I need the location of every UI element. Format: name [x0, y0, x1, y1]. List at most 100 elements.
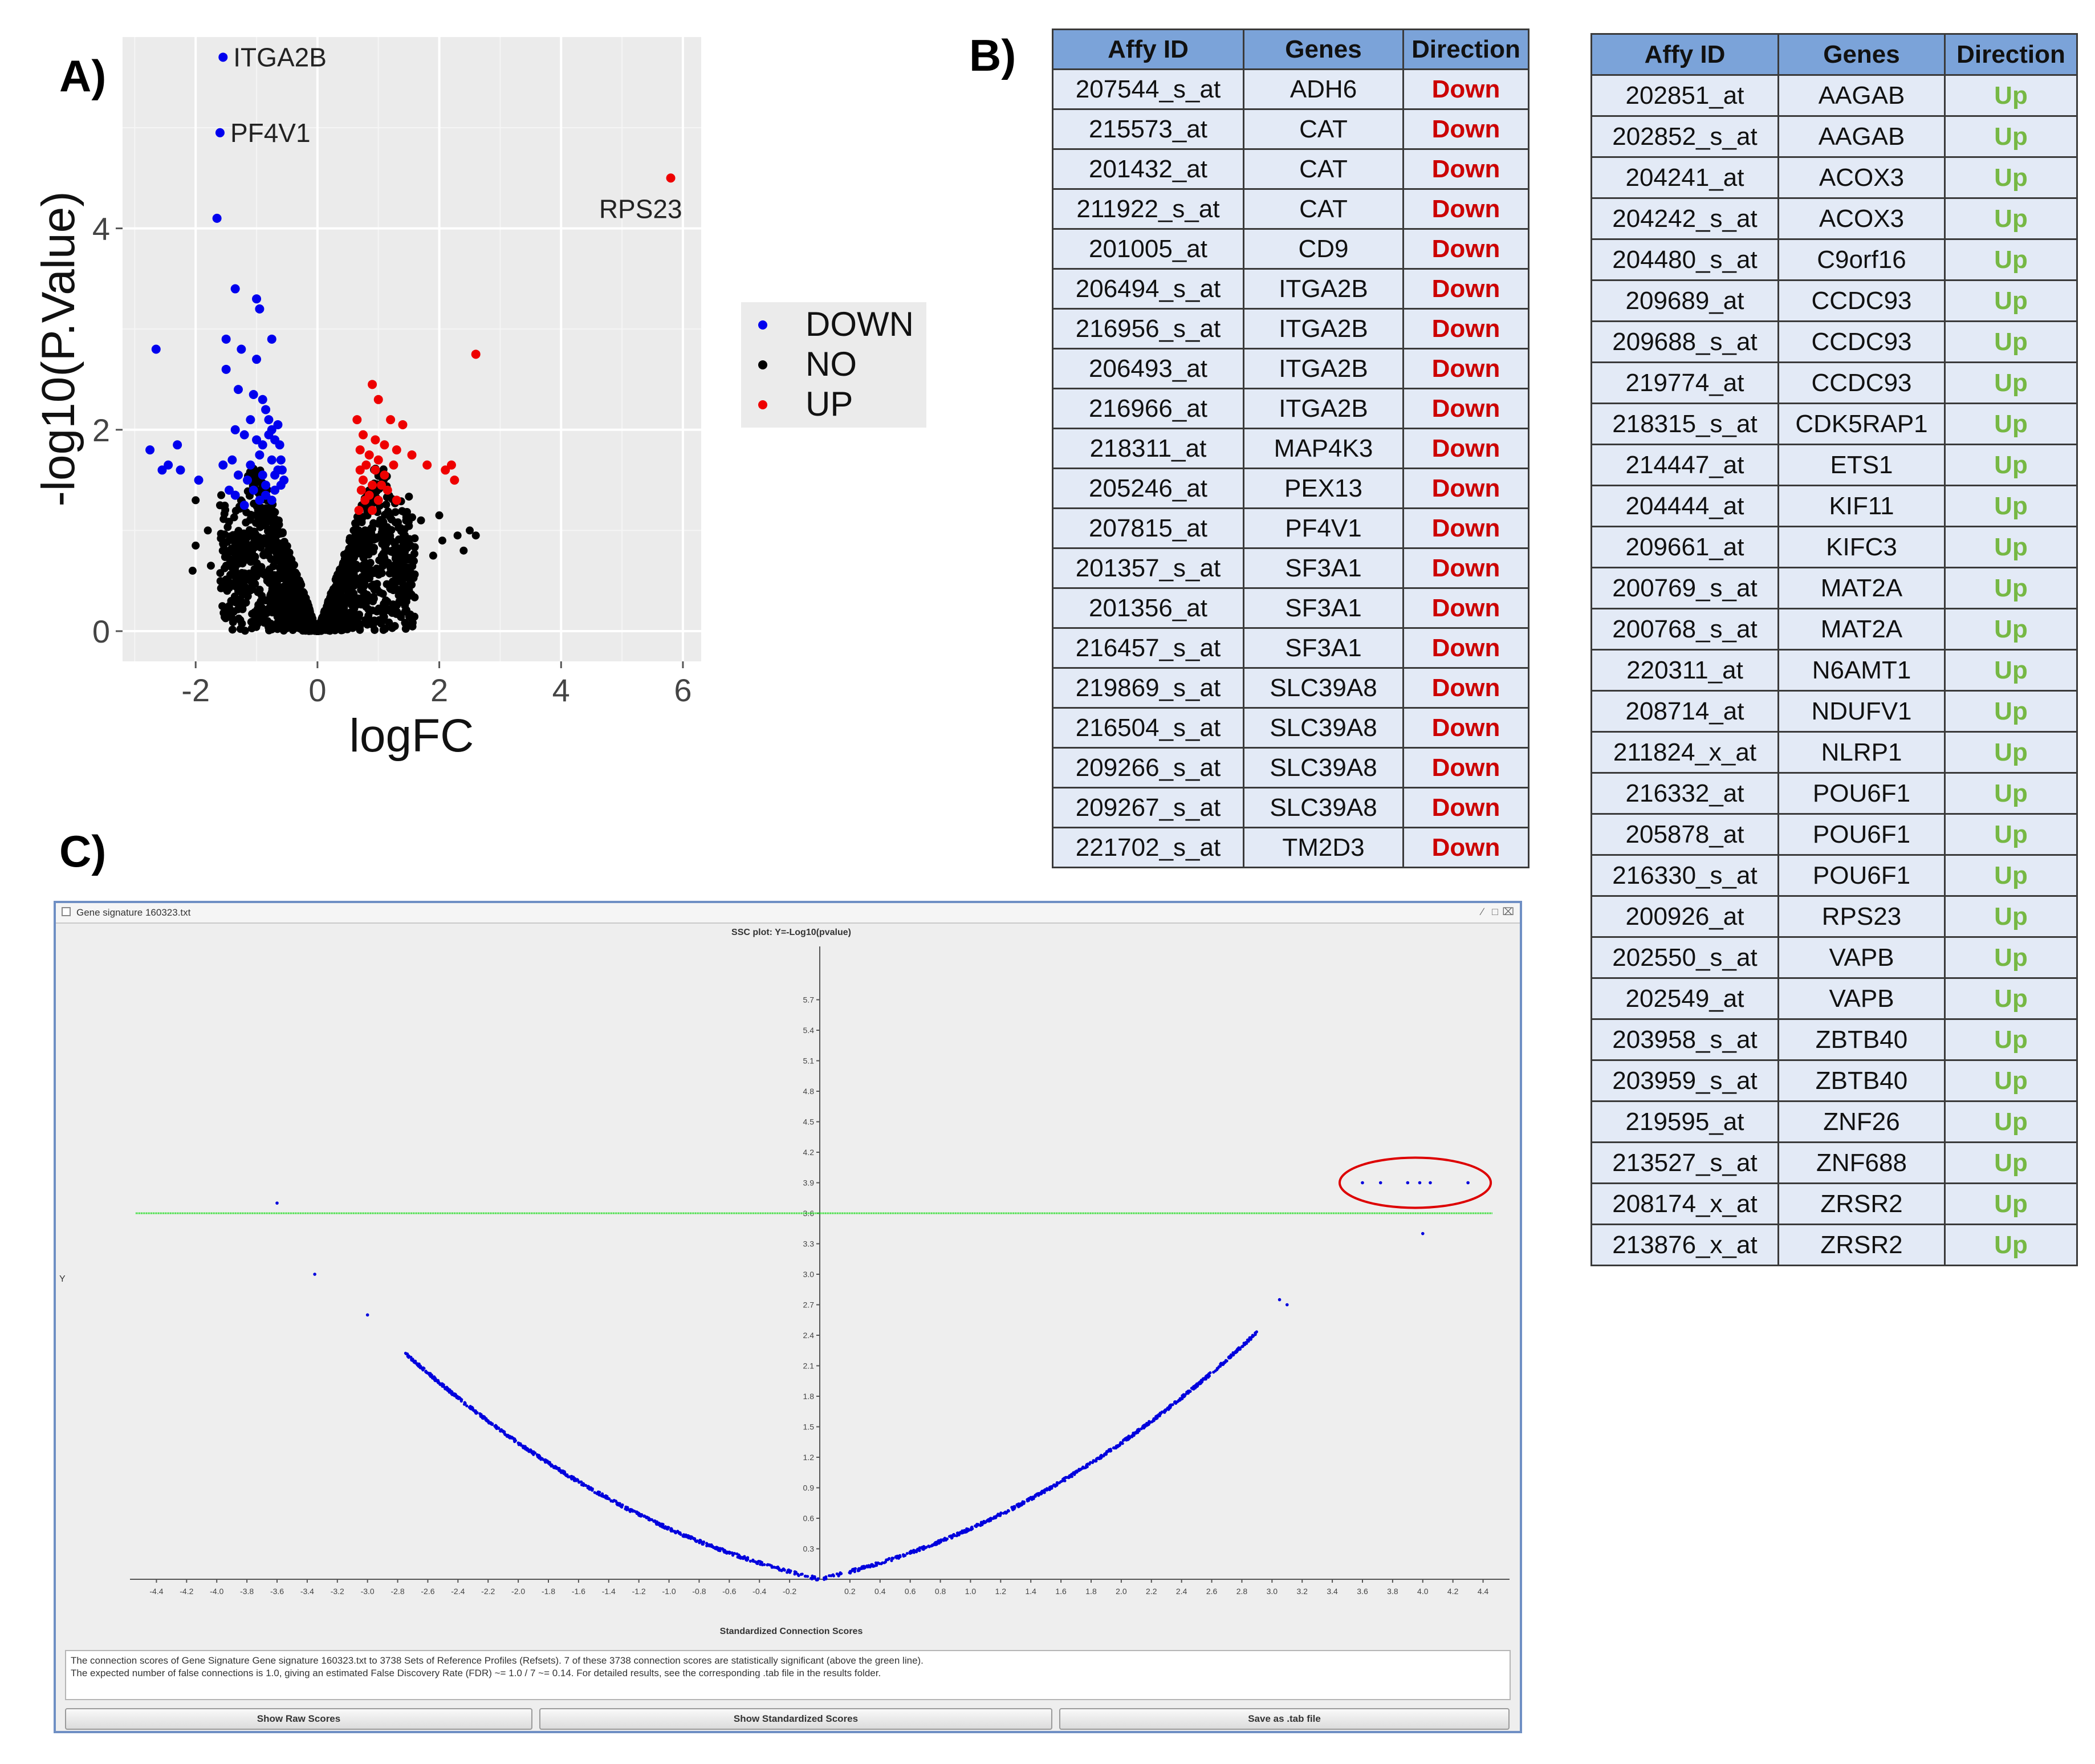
affy-id-cell: 218311_at: [1052, 428, 1244, 469]
ssc-point: [1224, 1359, 1227, 1363]
legend-item-no: NO: [746, 345, 922, 383]
significant-points-highlight-ellipse: [1339, 1156, 1492, 1209]
gene-cell: CCDC93: [1777, 279, 1946, 322]
point-no: [253, 559, 261, 567]
ssc-point: [979, 1524, 982, 1527]
point-no: [410, 593, 419, 601]
table-row: 203958_s_at ZBTB40 Up: [1590, 1018, 2078, 1061]
point-no: [417, 516, 425, 525]
point-no: [307, 624, 315, 632]
ssc-y-tick-label: 1.8: [803, 1392, 815, 1401]
ssc-point: [587, 1486, 590, 1490]
point-up: [368, 506, 377, 515]
ssc-y-axis-title: Y: [59, 1274, 66, 1284]
point-no: [364, 562, 372, 570]
table-row: 200768_s_at MAT2A Up: [1590, 608, 2078, 651]
table-row: 219869_s_at SLC39A8 Down: [1052, 667, 1529, 709]
point-no: [242, 590, 250, 599]
direction-cell: Up: [1944, 238, 2078, 281]
affy-id-cell: 203958_s_at: [1590, 1018, 1779, 1061]
ssc-point: [1206, 1373, 1210, 1376]
affy-id-cell: 209266_s_at: [1052, 747, 1244, 788]
ssc-x-tick-label: -1.6: [572, 1587, 585, 1596]
ssc-point: [782, 1567, 785, 1571]
ssc-point: [1048, 1487, 1052, 1490]
table-row: 204242_s_at ACOX3 Up: [1590, 197, 2078, 240]
ssc-point: [605, 1495, 609, 1498]
point-no: [392, 572, 401, 581]
axes: -2 0 2 4 6 0 2 4: [92, 211, 692, 708]
ssc-point: [636, 1511, 640, 1514]
direction-cell: Down: [1402, 308, 1529, 349]
point-no: [234, 587, 243, 595]
close-icon[interactable]: ⌧: [1502, 906, 1514, 917]
point-up: [368, 380, 377, 389]
ssc-x-tick-label: -3.6: [270, 1587, 284, 1596]
ssc-point: [888, 1557, 891, 1560]
ssc-point: [1244, 1341, 1247, 1344]
ssc-x-tick-label: 3.2: [1296, 1587, 1308, 1596]
point-down: [249, 389, 258, 399]
table-row: 213527_s_at ZNF688 Up: [1590, 1141, 2078, 1184]
ssc-x-tick-label: 1.2: [995, 1587, 1007, 1596]
minimize-icon[interactable]: ∕: [1481, 906, 1483, 917]
ssc-point: [598, 1493, 601, 1497]
ssc-x-tick-label: 0.8: [935, 1587, 946, 1596]
direction-cell: Up: [1944, 1182, 2078, 1225]
ssc-point: [365, 1313, 369, 1317]
point-down: [157, 465, 167, 475]
point-up: [446, 460, 456, 470]
gene-cell: SF3A1: [1243, 627, 1404, 669]
point-down: [246, 460, 255, 470]
gene-cell: AAGAB: [1777, 115, 1946, 158]
up-genes-table: Affy ID Genes Direction 202851_at AAGAB Up…: [1590, 33, 2078, 1266]
ssc-point: [628, 1509, 632, 1513]
ssc-x-tick-label: -2.2: [481, 1587, 495, 1596]
point-no: [231, 598, 240, 607]
affy-id-cell: 219774_at: [1590, 361, 1779, 404]
ssc-y-tick-label: 1.5: [803, 1422, 815, 1432]
table-row: 219595_at ZNF26 Up: [1590, 1100, 2078, 1143]
ssc-point: [576, 1478, 580, 1482]
point-up: [441, 465, 450, 475]
table-row: 218311_at MAP4K3 Down: [1052, 428, 1529, 469]
ssc-point: [503, 1432, 506, 1435]
show-standardized-scores-button[interactable]: Show Standardized Scores: [539, 1708, 1052, 1730]
affy-id-cell: 220311_at: [1590, 649, 1779, 692]
ssc-point: [465, 1404, 469, 1408]
save-tab-file-button[interactable]: Save as .tab file: [1059, 1708, 1510, 1730]
point-no: [402, 598, 410, 606]
point-no: [360, 540, 369, 548]
point-no: [304, 613, 312, 622]
ssc-point: [811, 1574, 814, 1578]
point-no: [397, 527, 405, 535]
ssc-point: [815, 1578, 818, 1582]
window-checkbox[interactable]: [62, 907, 71, 916]
ssc-point: [930, 1544, 933, 1548]
show-raw-scores-button[interactable]: Show Raw Scores: [65, 1708, 532, 1730]
point-down: [276, 455, 286, 465]
ssc-point: [1227, 1355, 1231, 1359]
direction-cell: Up: [1944, 526, 2078, 568]
affy-id-cell: 207544_s_at: [1052, 68, 1244, 110]
point-down: [227, 455, 237, 465]
y-tick-label: 2: [92, 412, 110, 448]
direction-cell: Up: [1944, 936, 2078, 979]
point-no: [271, 540, 279, 548]
maximize-icon[interactable]: □: [1492, 906, 1498, 917]
ssc-point: [1150, 1420, 1154, 1424]
point-down: [261, 405, 271, 414]
ssc-point: [824, 1575, 828, 1579]
gene-cell: POU6F1: [1777, 772, 1946, 815]
affy-id-cell: 216457_s_at: [1052, 627, 1244, 669]
point-no: [247, 532, 256, 540]
point-no: [268, 511, 276, 519]
ssc-point: [542, 1458, 545, 1461]
point-no: [294, 596, 302, 604]
ssc-point: [444, 1387, 447, 1391]
direction-cell: Up: [1944, 403, 2078, 445]
ssc-point: [1093, 1460, 1097, 1463]
ssc-point: [950, 1537, 954, 1540]
ssc-point: [526, 1447, 529, 1450]
y-tick-label: 0: [92, 613, 110, 649]
